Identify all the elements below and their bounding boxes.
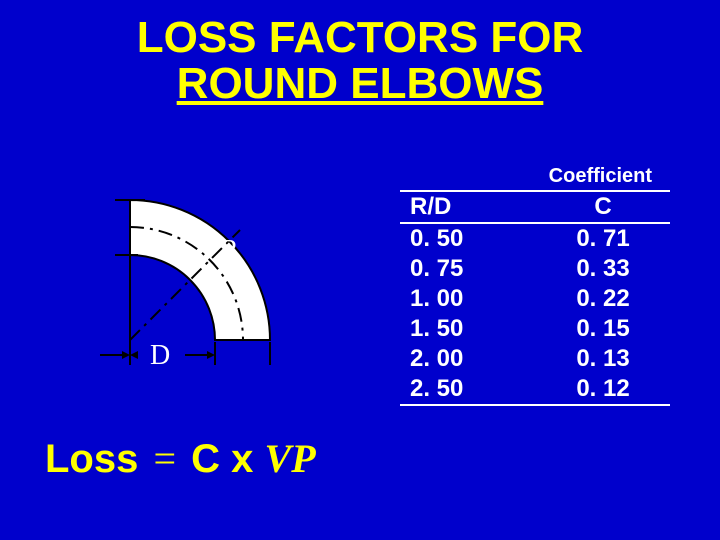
d-arrow-left-head xyxy=(122,351,130,359)
table-header-row: R/D C xyxy=(400,191,670,223)
title-line-1: LOSS FACTORS FOR xyxy=(0,15,720,61)
slide-title: LOSS FACTORS FOR ROUND ELBOWS xyxy=(0,0,720,107)
table-row: 1. 50 0. 15 xyxy=(400,314,670,344)
cell-c: 0. 13 xyxy=(528,344,670,374)
cell-rd: 0. 50 xyxy=(400,223,528,254)
cell-rd: 1. 00 xyxy=(400,284,528,314)
cell-c: 0. 15 xyxy=(528,314,670,344)
coefficient-table: R/D C 0. 50 0. 71 0. 75 0. 33 1. 00 0. 2… xyxy=(400,190,670,406)
coefficient-table-wrap: Coefficient R/D C 0. 50 0. 71 0. 75 0. 3… xyxy=(400,165,670,406)
formula-mid: C x xyxy=(191,437,253,481)
formula-op: = xyxy=(149,436,180,481)
elbow-svg xyxy=(70,160,330,380)
loss-formula: Loss = C x VP xyxy=(45,435,316,482)
d-arrow-right-head xyxy=(207,351,215,359)
coefficient-title: Coefficient xyxy=(400,165,670,188)
formula-lhs: Loss xyxy=(45,437,138,481)
cell-rd: 2. 50 xyxy=(400,374,528,405)
cell-rd: 2. 00 xyxy=(400,344,528,374)
title-line-2: ROUND ELBOWS xyxy=(0,61,720,107)
cell-c: 0. 33 xyxy=(528,254,670,284)
cell-rd: 0. 75 xyxy=(400,254,528,284)
table-row: 1. 00 0. 22 xyxy=(400,284,670,314)
formula-rhs: VP xyxy=(265,436,316,481)
cell-c: 0. 22 xyxy=(528,284,670,314)
r-label: R xyxy=(220,235,239,267)
elbow-diagram: R D xyxy=(70,160,330,380)
d-arrow-rev-head xyxy=(130,351,138,359)
cell-c: 0. 71 xyxy=(528,223,670,254)
cell-rd: 1. 50 xyxy=(400,314,528,344)
table-row: 2. 50 0. 12 xyxy=(400,374,670,405)
table-row: 0. 75 0. 33 xyxy=(400,254,670,284)
table-row: 2. 00 0. 13 xyxy=(400,344,670,374)
table-row: 0. 50 0. 71 xyxy=(400,223,670,254)
header-rd: R/D xyxy=(400,191,528,223)
d-label: D xyxy=(150,340,170,372)
header-c: C xyxy=(528,191,670,223)
cell-c: 0. 12 xyxy=(528,374,670,405)
